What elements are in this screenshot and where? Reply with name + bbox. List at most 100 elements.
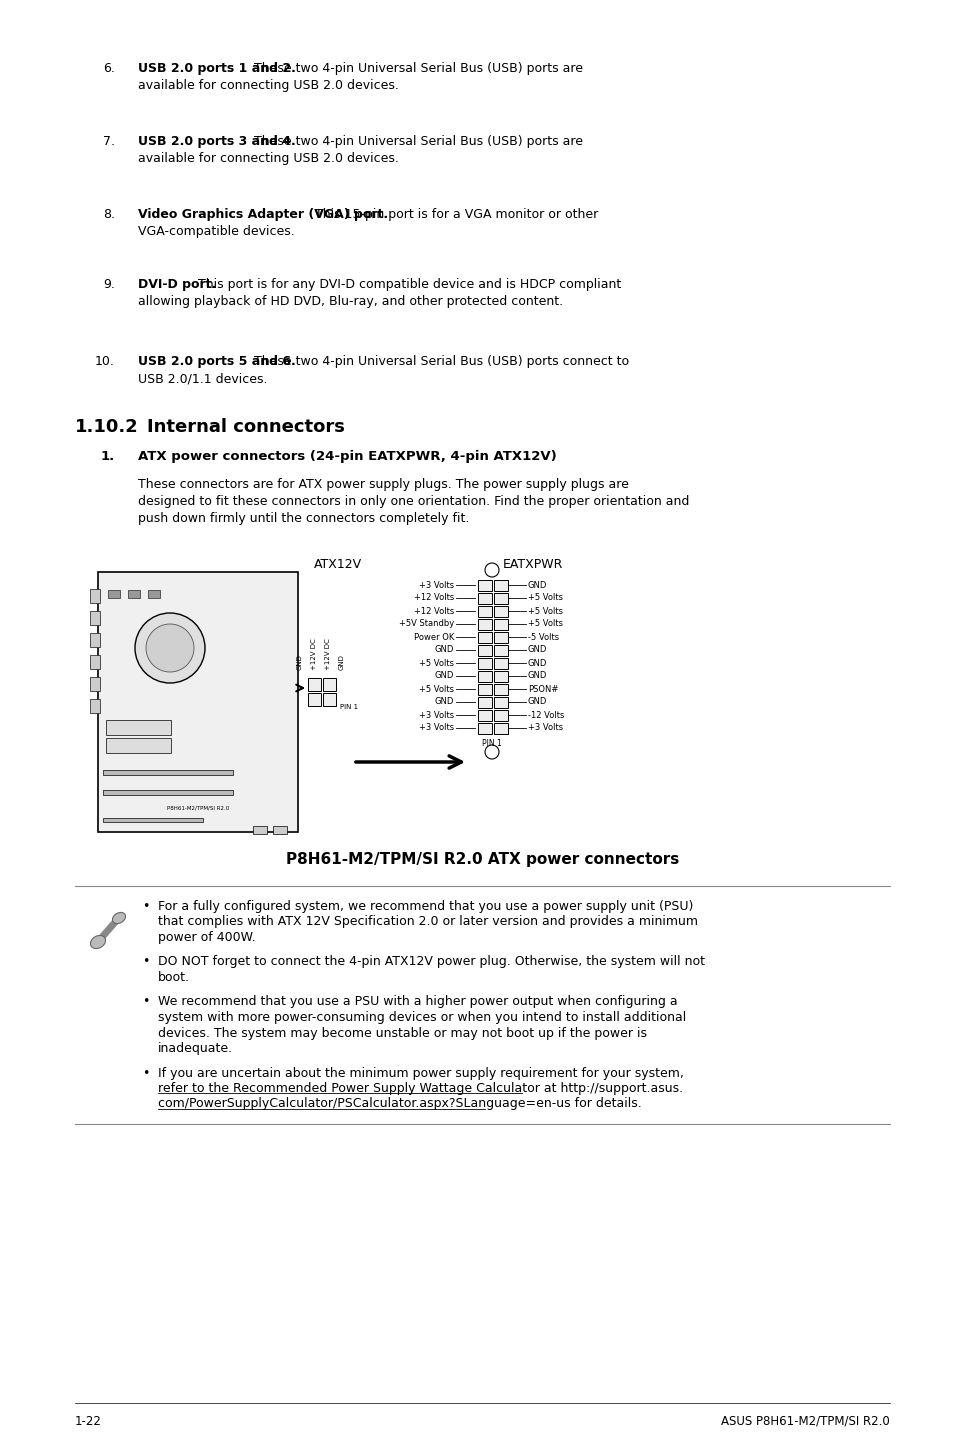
Text: Video Graphics Adapter (VGA) port.: Video Graphics Adapter (VGA) port. [138,209,388,221]
Bar [494,592,507,604]
Text: These two 4-pin Universal Serial Bus (USB) ports are: These two 4-pin Universal Serial Bus (US… [250,135,582,148]
Circle shape [135,613,205,683]
Bar [494,710,507,720]
Bar [323,677,335,692]
Text: +5 Volts: +5 Volts [418,684,454,693]
Bar [477,646,492,656]
Text: com/PowerSupplyCalculator/PSCalculator.aspx?SLanguage=en-us for details.: com/PowerSupplyCalculator/PSCalculator.a… [158,1097,641,1110]
Text: GND: GND [527,646,547,654]
Text: allowing playback of HD DVD, Blu-ray, and other protected content.: allowing playback of HD DVD, Blu-ray, an… [138,295,562,308]
Text: Internal connectors: Internal connectors [147,418,345,436]
Text: PIN 1: PIN 1 [481,739,501,748]
Ellipse shape [91,936,106,949]
Text: designed to fit these connectors in only one orientation. Find the proper orient: designed to fit these connectors in only… [138,495,689,508]
Text: We recommend that you use a PSU with a higher power output when configuring a: We recommend that you use a PSU with a h… [158,995,677,1008]
Bar [477,723,492,733]
Text: 1.10.2: 1.10.2 [75,418,138,436]
Text: +3 Volts: +3 Volts [418,581,454,590]
Text: +5V Standby: +5V Standby [398,620,454,628]
Bar [494,659,507,669]
Bar [253,825,267,834]
Text: GND: GND [296,654,303,670]
Bar [494,697,507,707]
Text: 7.: 7. [103,135,115,148]
Bar [494,580,507,591]
Bar [90,677,100,692]
Text: GND: GND [527,672,547,680]
Ellipse shape [112,913,126,923]
Text: that complies with ATX 12V Specification 2.0 or later version and provides a min: that complies with ATX 12V Specification… [158,916,698,929]
Bar [273,825,287,834]
Text: These two 4-pin Universal Serial Bus (USB) ports connect to: These two 4-pin Universal Serial Bus (US… [250,355,628,368]
Text: GND: GND [527,581,547,590]
Text: •: • [143,900,150,913]
Text: •: • [143,955,150,969]
Text: GND: GND [338,654,345,670]
Text: GND: GND [435,697,454,706]
Bar [90,590,100,603]
Bar [323,693,335,706]
Text: +12V DC: +12V DC [325,638,331,670]
Text: USB 2.0/1.1 devices.: USB 2.0/1.1 devices. [138,372,267,385]
Text: USB 2.0 ports 1 and 2.: USB 2.0 ports 1 and 2. [138,62,295,75]
Bar [494,631,507,643]
Bar [108,590,120,598]
Text: inadequate.: inadequate. [158,1043,233,1055]
Text: GND: GND [435,672,454,680]
Text: 1-22: 1-22 [75,1415,102,1428]
Text: DO NOT forget to connect the 4-pin ATX12V power plug. Otherwise, the system will: DO NOT forget to connect the 4-pin ATX12… [158,955,704,969]
Text: +5 Volts: +5 Volts [418,659,454,667]
Text: EATXPWR: EATXPWR [502,558,562,571]
Bar [103,818,203,823]
Bar [494,684,507,695]
Text: These connectors are for ATX power supply plugs. The power supply plugs are: These connectors are for ATX power suppl… [138,477,628,490]
Text: power of 400W.: power of 400W. [158,930,255,943]
Text: These two 4-pin Universal Serial Bus (USB) ports are: These two 4-pin Universal Serial Bus (US… [250,62,582,75]
Bar [477,605,492,617]
Bar [90,654,100,669]
Bar [477,592,492,604]
Bar [477,672,492,682]
Text: This 15-pin port is for a VGA monitor or other: This 15-pin port is for a VGA monitor or… [311,209,598,221]
Text: GND: GND [527,659,547,667]
Text: •: • [143,995,150,1008]
Text: devices. The system may become unstable or may not boot up if the power is: devices. The system may become unstable … [158,1027,646,1040]
Text: +3 Volts: +3 Volts [418,710,454,719]
Bar [103,789,233,795]
Bar [308,693,320,706]
Text: +5 Volts: +5 Volts [527,620,562,628]
Bar [308,677,320,692]
Bar [477,631,492,643]
Text: 9.: 9. [103,278,115,290]
Text: •: • [143,1067,150,1080]
Text: 6.: 6. [103,62,115,75]
Text: +5 Volts: +5 Volts [527,594,562,603]
Text: push down firmly until the connectors completely fit.: push down firmly until the connectors co… [138,512,469,525]
Bar [494,672,507,682]
Bar [477,618,492,630]
Text: -12 Volts: -12 Volts [527,710,564,719]
Bar [477,659,492,669]
Text: If you are uncertain about the minimum power supply requirement for your system,: If you are uncertain about the minimum p… [158,1067,683,1080]
Text: VGA-compatible devices.: VGA-compatible devices. [138,224,294,239]
Bar [494,618,507,630]
Text: PIN 1: PIN 1 [339,705,357,710]
Bar [98,572,297,833]
Text: This port is for any DVI-D compatible device and is HDCP compliant: This port is for any DVI-D compatible de… [193,278,620,290]
Bar [106,738,171,754]
Text: DVI-D port.: DVI-D port. [138,278,216,290]
Text: USB 2.0 ports 5 and 6.: USB 2.0 ports 5 and 6. [138,355,295,368]
Text: P8H61-M2/TPM/SI R2.0 ATX power connectors: P8H61-M2/TPM/SI R2.0 ATX power connector… [286,851,679,867]
Bar [494,646,507,656]
Text: ATX12V: ATX12V [314,558,362,571]
Bar [128,590,140,598]
Text: refer to the Recommended Power Supply Wattage Calculator at http://support.asus.: refer to the Recommended Power Supply Wa… [158,1081,682,1094]
Bar [494,605,507,617]
Bar [103,769,233,775]
Circle shape [146,624,193,672]
Circle shape [484,564,498,577]
Text: P8H61-M2/TPM/SI R2.0: P8H61-M2/TPM/SI R2.0 [167,805,229,810]
Text: +3 Volts: +3 Volts [418,723,454,732]
Text: -5 Volts: -5 Volts [527,633,558,641]
Text: 8.: 8. [103,209,115,221]
